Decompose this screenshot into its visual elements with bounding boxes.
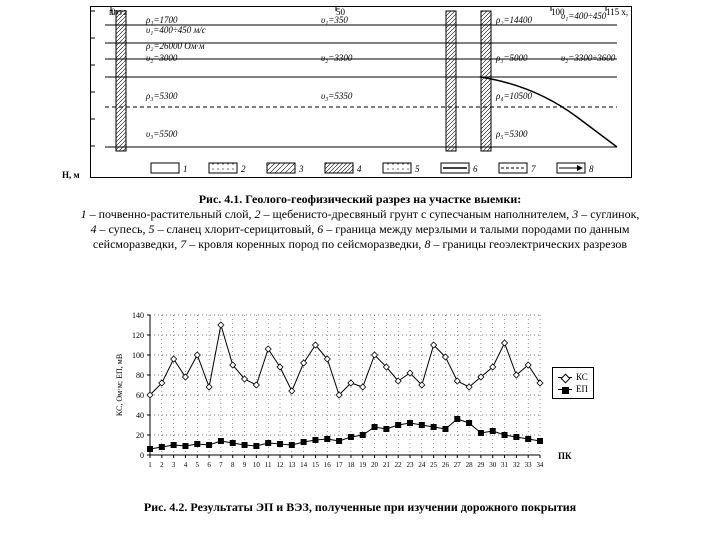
svg-text:29: 29 bbox=[477, 461, 485, 469]
svg-text:1: 1 bbox=[148, 461, 152, 469]
svg-text:1: 1 bbox=[183, 164, 188, 174]
svg-text:12: 12 bbox=[277, 461, 285, 469]
svg-text:ρ₄=10500: ρ₄=10500 bbox=[495, 91, 533, 101]
svg-text:40: 40 bbox=[136, 411, 144, 420]
svg-text:8: 8 bbox=[231, 461, 235, 469]
svg-text:2: 2 bbox=[160, 461, 164, 469]
figure-1-cross-section: 050100115 х, мСкв. 2ВЭЗ 2ВЭЗ 3Скв. 10510… bbox=[90, 6, 632, 178]
svg-text:18: 18 bbox=[347, 461, 355, 469]
svg-text:0: 0 bbox=[140, 451, 144, 460]
svg-text:ρ₃=5000: ρ₃=5000 bbox=[495, 53, 528, 63]
svg-text:υ₁=400÷450 м/с: υ₁=400÷450 м/с bbox=[146, 25, 206, 35]
svg-text:34: 34 bbox=[537, 461, 545, 469]
svg-text:80: 80 bbox=[136, 371, 144, 380]
svg-text:4: 4 bbox=[357, 164, 362, 174]
svg-text:140: 140 bbox=[132, 311, 144, 320]
svg-text:23: 23 bbox=[407, 461, 415, 469]
svg-text:4: 4 bbox=[184, 461, 188, 469]
svg-text:3: 3 bbox=[298, 164, 304, 174]
svg-text:115 х, м: 115 х, м bbox=[606, 7, 631, 17]
svg-text:ρ₅=5300: ρ₅=5300 bbox=[495, 129, 528, 139]
svg-text:11: 11 bbox=[265, 461, 272, 469]
svg-text:6: 6 bbox=[473, 164, 478, 174]
svg-text:20: 20 bbox=[136, 431, 144, 440]
svg-text:17: 17 bbox=[336, 461, 344, 469]
figure-1-caption: Рис. 4.1. Геолого-геофизический разрез н… bbox=[20, 192, 700, 252]
svg-text:13: 13 bbox=[288, 461, 296, 469]
svg-text:КС, Ом·м; ЕП, мВ: КС, Ом·м; ЕП, мВ bbox=[115, 354, 124, 416]
figure-2-caption-text: Рис. 4.2. Результаты ЭП и ВЭЗ, полученны… bbox=[144, 500, 576, 514]
svg-text:ВЭЗ 2: ВЭЗ 2 bbox=[109, 9, 128, 17]
svg-text:8: 8 bbox=[589, 164, 594, 174]
svg-text:ρ₂=14400: ρ₂=14400 bbox=[495, 15, 533, 25]
svg-text:7: 7 bbox=[531, 164, 536, 174]
svg-text:ρ₃=5300: ρ₃=5300 bbox=[145, 91, 178, 101]
svg-text:ρ₂=26000 Ом·м: ρ₂=26000 Ом·м bbox=[145, 41, 205, 51]
figure-1-caption-body: 1 – почвенно-растительный слой, 2 – щебе… bbox=[81, 207, 640, 251]
figure-2-caption: Рис. 4.2. Результаты ЭП и ВЭЗ, полученны… bbox=[20, 500, 700, 515]
svg-text:ПК: ПК bbox=[558, 451, 572, 461]
svg-text:25: 25 bbox=[430, 461, 438, 469]
svg-text:24: 24 bbox=[418, 461, 426, 469]
svg-text:100: 100 bbox=[132, 351, 144, 360]
svg-text:υ₂=3000: υ₂=3000 bbox=[146, 53, 178, 63]
svg-text:33: 33 bbox=[525, 461, 533, 469]
svg-text:16: 16 bbox=[324, 461, 332, 469]
svg-text:22: 22 bbox=[395, 461, 403, 469]
svg-text:10: 10 bbox=[253, 461, 261, 469]
svg-text:15: 15 bbox=[312, 461, 320, 469]
svg-text:3: 3 bbox=[172, 461, 176, 469]
svg-text:28: 28 bbox=[466, 461, 474, 469]
page: 050100115 х, мСкв. 2ВЭЗ 2ВЭЗ 3Скв. 10510… bbox=[0, 0, 720, 540]
figure-1-caption-title: Рис. 4.1. Геолого-геофизический разрез н… bbox=[199, 192, 522, 206]
svg-text:60: 60 bbox=[136, 391, 144, 400]
svg-text:120: 120 bbox=[132, 331, 144, 340]
svg-text:31: 31 bbox=[501, 461, 509, 469]
svg-text:21: 21 bbox=[383, 461, 391, 469]
svg-text:6: 6 bbox=[207, 461, 211, 469]
svg-text:30: 30 bbox=[489, 461, 497, 469]
svg-text:26: 26 bbox=[442, 461, 450, 469]
svg-text:υ₂=3300÷3600: υ₂=3300÷3600 bbox=[561, 53, 616, 63]
svg-text:20: 20 bbox=[371, 461, 379, 469]
svg-text:υ₂=3300: υ₂=3300 bbox=[321, 53, 353, 63]
svg-text:32: 32 bbox=[513, 461, 521, 469]
figure-1-y-axis-label: Н, м bbox=[62, 170, 80, 180]
svg-text:14: 14 bbox=[300, 461, 308, 469]
svg-text:υ₁=400÷450: υ₁=400÷450 bbox=[561, 11, 607, 21]
svg-text:7: 7 bbox=[219, 461, 223, 469]
svg-text:2: 2 bbox=[241, 164, 246, 174]
svg-text:Скв. 1: Скв. 1 bbox=[474, 7, 493, 9]
svg-text:27: 27 bbox=[454, 461, 462, 469]
svg-text:5: 5 bbox=[196, 461, 200, 469]
svg-text:υ₃=5350: υ₃=5350 bbox=[321, 91, 353, 101]
svg-text:19: 19 bbox=[359, 461, 367, 469]
svg-text:5: 5 bbox=[415, 164, 420, 174]
figure-2-legend: КСЕП bbox=[552, 367, 594, 399]
svg-text:ρ₁=1700: ρ₁=1700 bbox=[145, 15, 178, 25]
svg-text:υ₃=5500: υ₃=5500 bbox=[146, 129, 178, 139]
figure-2-chart: 0204060801001201401234567891011121314151… bbox=[110, 305, 610, 480]
svg-text:9: 9 bbox=[243, 461, 247, 469]
svg-text:υ₁=350: υ₁=350 bbox=[321, 15, 348, 25]
svg-text:ВЭЗ 3: ВЭЗ 3 bbox=[439, 7, 458, 9]
